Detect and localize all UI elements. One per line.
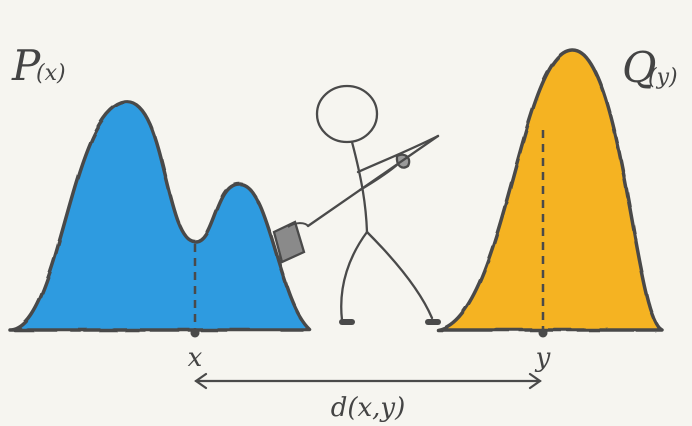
figure-head <box>315 84 379 144</box>
label-y: y <box>535 343 551 373</box>
bucket <box>272 220 306 264</box>
bucket-handle <box>287 222 309 228</box>
label-q-arg: (y) <box>648 65 678 90</box>
label-p: P <box>11 41 41 90</box>
distribution-p-shape <box>8 100 312 332</box>
label-q: Q <box>622 43 656 92</box>
stick-figure <box>306 84 441 325</box>
label-x: x <box>188 343 203 373</box>
label-distance: d(x,y) <box>331 393 406 423</box>
distance-arrow <box>194 372 542 390</box>
point-x <box>190 328 200 338</box>
label-p-arg: (x) <box>36 61 66 86</box>
distribution-q-shape <box>436 48 664 332</box>
point-y <box>538 328 548 338</box>
